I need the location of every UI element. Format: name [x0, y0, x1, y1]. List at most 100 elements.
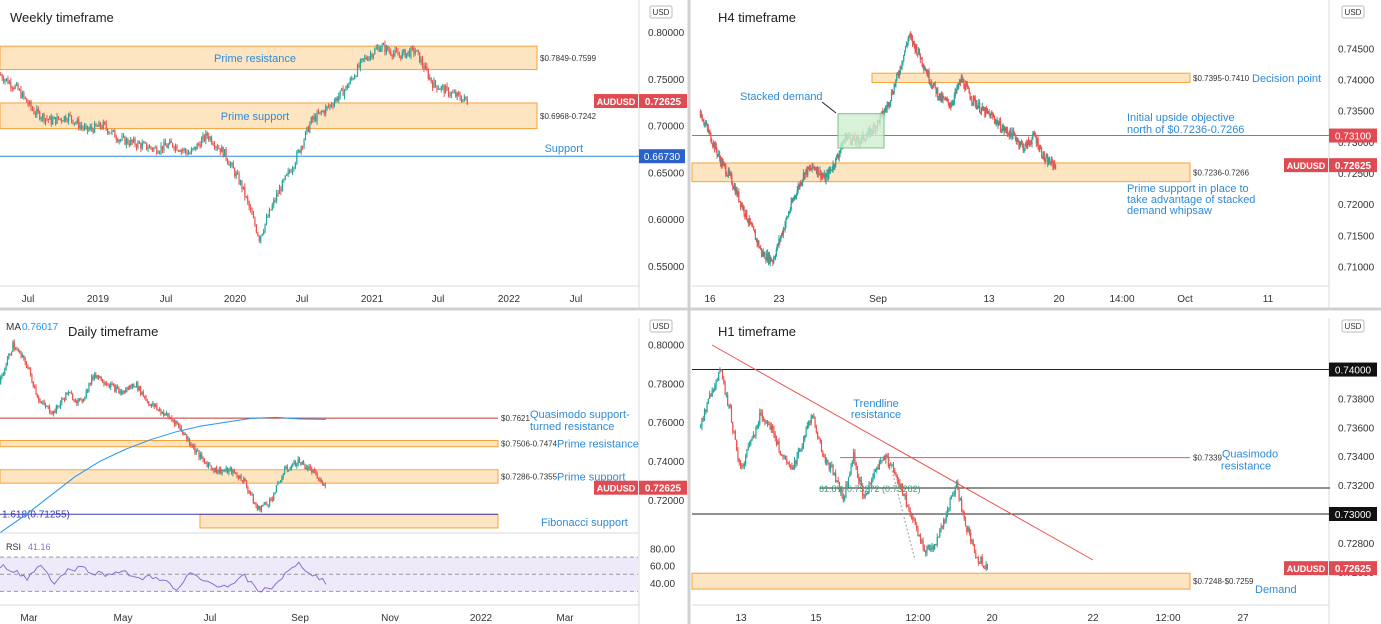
candle-body [251, 209, 253, 215]
candle-body [11, 87, 13, 89]
candle-body [343, 90, 346, 96]
time-tick-label: 27 [1237, 613, 1249, 624]
candle-body [5, 365, 7, 370]
candle-body [945, 98, 948, 100]
candle-body [830, 169, 832, 171]
candle-body [980, 108, 982, 113]
candle-body [972, 96, 975, 103]
price-tick-label: 0.73600 [1338, 423, 1375, 434]
candle-body [932, 546, 934, 550]
candle-body [332, 105, 334, 107]
time-tick-label: 2019 [87, 294, 110, 305]
candle-body [827, 172, 829, 179]
price-tick-label: 0.73400 [1338, 452, 1375, 463]
candle-body [305, 467, 307, 469]
candle-body [799, 449, 801, 452]
candle-body [979, 112, 982, 114]
price-tick-label: 0.72000 [1338, 200, 1375, 211]
candle-body [845, 484, 847, 498]
candle-body [773, 258, 775, 263]
candle-body [847, 476, 850, 486]
candle-body [931, 546, 933, 549]
symbol-badge-text: AUDUSD [597, 97, 636, 107]
candle-body [728, 405, 730, 407]
candle-body [889, 464, 891, 467]
candle-body [705, 124, 708, 126]
candle-body [736, 189, 738, 196]
candle-body [15, 348, 17, 350]
candle-body [217, 472, 219, 474]
candle-body [278, 482, 280, 484]
candle-body [69, 114, 71, 116]
candle-body [356, 65, 359, 77]
candle-body [24, 358, 26, 363]
candle-body [739, 462, 742, 467]
last-price-text: 0.72625 [645, 97, 682, 108]
candle-body [835, 157, 837, 167]
candle-body [997, 120, 999, 126]
candle-body [115, 137, 117, 140]
candle-body [166, 145, 168, 148]
candle-body [984, 567, 986, 569]
candle-body [156, 405, 158, 410]
candle-body [785, 218, 787, 225]
candle-body [779, 452, 781, 456]
candle-body [903, 494, 905, 496]
candle-body [85, 125, 87, 127]
candle-body [390, 51, 392, 55]
candle-body [1054, 165, 1057, 170]
candle-body [173, 146, 175, 150]
candle-body [16, 83, 18, 86]
candle-body [867, 491, 869, 495]
candle-body [80, 398, 82, 400]
time-tick-label: 13 [983, 294, 995, 305]
candle-body [794, 195, 797, 197]
candle-body [307, 127, 309, 132]
candle-body [247, 486, 249, 492]
candle-body [211, 468, 214, 470]
candle-body [901, 484, 904, 495]
candle-body [164, 414, 166, 416]
candle-body [708, 131, 710, 133]
time-tick-label: Mar [556, 613, 574, 624]
candles [0, 339, 326, 513]
candle-body [241, 180, 243, 189]
candle-body [108, 384, 110, 388]
candle-body [209, 137, 211, 140]
candle-body [341, 88, 343, 91]
candle-body [18, 89, 21, 91]
candle-body [125, 139, 127, 145]
candle-body [828, 463, 830, 470]
candle-body [20, 89, 22, 98]
candle-body [458, 92, 460, 95]
candle-body [355, 76, 357, 78]
candle-body [76, 119, 78, 123]
candle-body [176, 421, 178, 424]
candle-body [67, 392, 70, 395]
candle-body [73, 400, 75, 402]
candle-body [103, 382, 105, 384]
candle-body [419, 52, 421, 63]
candle-body [787, 216, 789, 218]
candle-body [319, 111, 321, 114]
time-tick-label: Oct [1177, 294, 1193, 305]
price-tick-label: 0.74000 [1338, 75, 1375, 86]
candle-body [950, 496, 952, 499]
candle-body [149, 404, 151, 407]
zone-range-label: $0.7506-0.7474 [501, 440, 558, 449]
symbol-badge [1284, 158, 1328, 173]
candle-body [919, 54, 921, 60]
candle-body [910, 515, 913, 517]
candle-body [821, 175, 824, 177]
candle-body [725, 165, 727, 175]
candle-body [89, 126, 91, 130]
candle-body [287, 170, 289, 174]
candle-body [420, 59, 422, 63]
candle-body [985, 108, 987, 116]
candle-body [731, 175, 733, 185]
candle-body [1006, 127, 1008, 131]
candle-body [869, 483, 871, 485]
candle-body [716, 380, 718, 382]
candle-body [964, 87, 966, 91]
candle-body [1033, 133, 1035, 135]
